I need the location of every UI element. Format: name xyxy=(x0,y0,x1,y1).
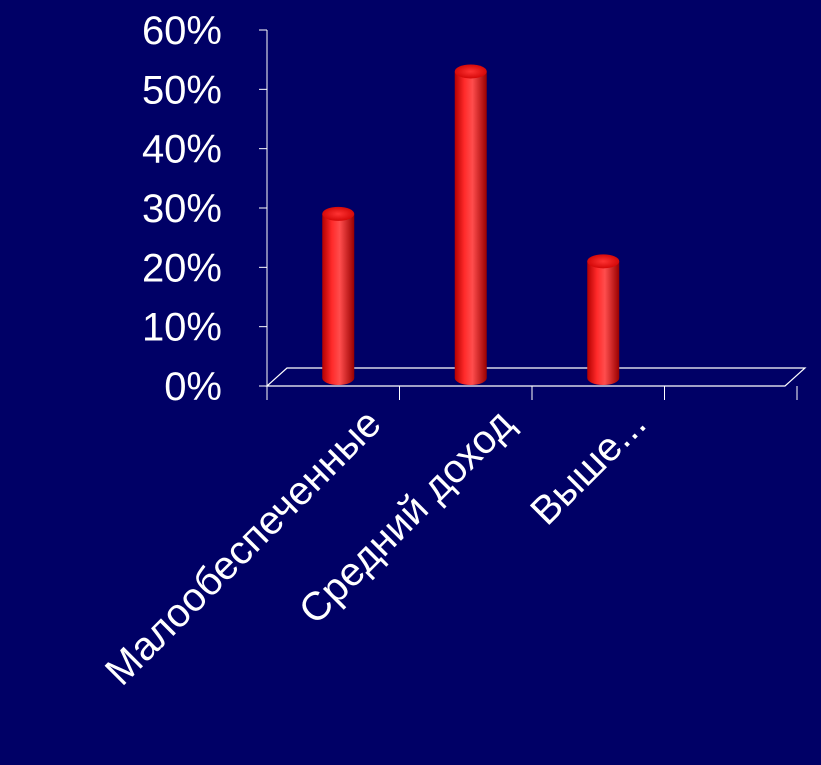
bar-body xyxy=(322,213,355,386)
y-tick-label: 50% xyxy=(142,68,222,112)
y-axis-ticks: 0% 10% 20% 30% 40% 50% 60% xyxy=(142,9,267,409)
x-category-label: Выше... xyxy=(522,401,654,533)
bar xyxy=(587,254,620,386)
y-tick-label: 40% xyxy=(142,128,222,172)
bar-top xyxy=(587,254,620,269)
y-tick-label: 0% xyxy=(164,365,222,409)
bars xyxy=(322,64,620,386)
y-tick-label: 30% xyxy=(142,187,222,231)
bar xyxy=(454,64,487,386)
bar-body xyxy=(587,261,620,386)
y-tick-label: 10% xyxy=(142,306,222,350)
bar-body xyxy=(454,71,487,386)
chart-floor xyxy=(265,367,807,387)
bar-top xyxy=(454,64,487,79)
y-tick-label: 20% xyxy=(142,246,222,290)
chart-axes xyxy=(265,30,807,400)
y-tick-label: 60% xyxy=(142,9,222,53)
bar xyxy=(322,206,355,386)
bar-top xyxy=(322,206,355,221)
